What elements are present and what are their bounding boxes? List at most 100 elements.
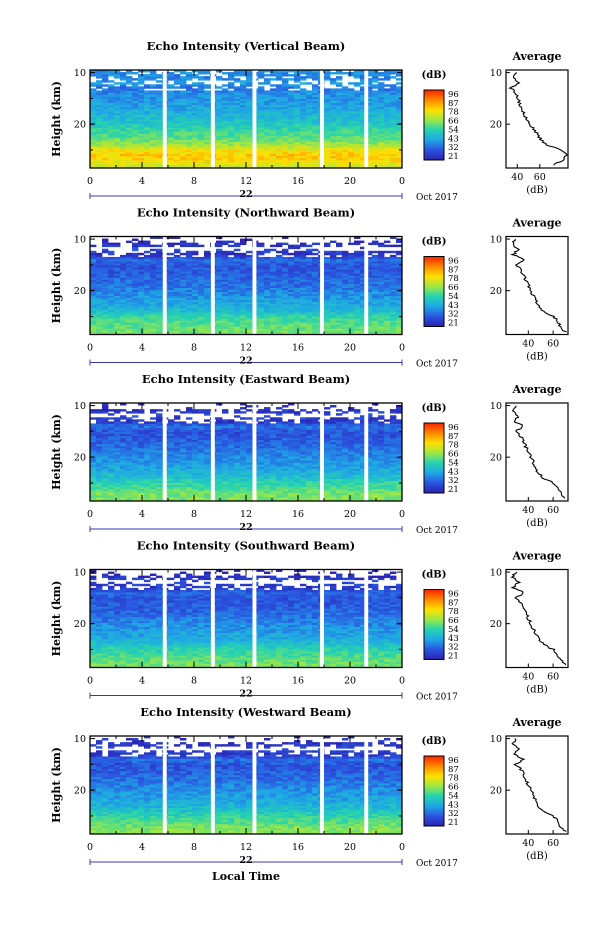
heatmap-cell: [366, 90, 373, 93]
heatmap-cell: [360, 488, 367, 492]
heatmap-cell: [150, 252, 157, 256]
heatmap-cell: [306, 155, 313, 159]
heatmap-cell: [258, 139, 265, 142]
heatmap-cell: [366, 488, 373, 492]
heatmap-cell: [360, 135, 367, 138]
heatmap-cell: [174, 287, 181, 290]
heatmap-cell: [276, 281, 283, 284]
heatmap-cell: [258, 108, 265, 112]
heatmap-cell: [132, 258, 139, 262]
heatmap-cell: [246, 301, 253, 305]
heatmap-cell: [396, 312, 403, 315]
heatmap-cell: [342, 127, 349, 130]
heatmap-cell: [294, 250, 301, 254]
heatmap-cell: [216, 281, 223, 284]
heatmap-cell: [324, 112, 331, 116]
heatmap-cell: [366, 70, 373, 73]
heatmap-cell: [108, 258, 115, 262]
heatmap-cell: [330, 102, 337, 106]
heatmap-cell: [384, 496, 391, 500]
heatmap-cell: [168, 312, 175, 315]
heatmap-cell: [234, 283, 241, 286]
heatmap-cell: [378, 289, 385, 293]
heatmap-cell: [138, 496, 145, 500]
heatmap-cell: [228, 295, 235, 299]
heatmap-cell: [276, 94, 283, 97]
heatmap-cell: [294, 301, 301, 305]
heatmap-cell: [276, 90, 283, 93]
heatmap-cell: [222, 121, 229, 124]
heatmap-cell: [156, 139, 163, 142]
heatmap-cell: [168, 137, 175, 140]
colorbar-tick-label: 96: [448, 257, 459, 267]
heatmap-cell: [168, 324, 175, 327]
heatmap-cell: [90, 102, 97, 106]
heatmap-cell: [114, 147, 121, 151]
heatmap-cell: [348, 125, 355, 128]
heatmap-cell: [150, 283, 157, 286]
heatmap-cell: [288, 287, 295, 290]
heatmap-cell: [228, 137, 235, 140]
heatmap-cell: [144, 303, 151, 307]
heatmap-cell: [390, 92, 397, 95]
heatmap-cell: [258, 143, 265, 146]
heatmap-cell: [354, 163, 361, 167]
heatmap-cell: [246, 141, 253, 144]
heatmap-cell: [300, 297, 307, 301]
heatmap-cell: [306, 287, 313, 290]
heatmap-cell: [264, 159, 271, 163]
heatmap-cell: [270, 281, 277, 284]
heatmap-cell: [96, 76, 103, 79]
heatmap-cell: [246, 275, 253, 278]
heatmap-cell: [204, 322, 211, 325]
heatmap-cell: [228, 310, 235, 313]
heatmap-cell: [360, 114, 367, 118]
heatmap-cell: [222, 303, 229, 307]
heatmap-cell: [216, 161, 223, 165]
heatmap-cell: [342, 256, 349, 260]
heatmap-cell: [366, 163, 373, 167]
heatmap-cell: [258, 307, 265, 311]
heatmap-cell: [282, 155, 289, 159]
heatmap-cell: [312, 332, 319, 335]
heatmap-cell: [90, 269, 97, 272]
heatmap-cell: [312, 316, 319, 319]
heatmap-cell: [96, 307, 103, 311]
heatmap-cell: [372, 287, 379, 290]
heatmap-cell: [222, 72, 229, 75]
heatmap-cell: [294, 92, 301, 95]
heatmap-cell: [240, 293, 247, 297]
heatmap-cell: [180, 328, 187, 331]
heatmap-cell: [222, 324, 229, 327]
heatmap-cell: [270, 289, 277, 293]
heatmap-cell: [114, 269, 121, 272]
heatmap-cell: [258, 271, 265, 274]
heatmap-cell: [330, 149, 337, 153]
heatmap-cell: [228, 102, 235, 106]
heatmap-cell: [216, 106, 223, 110]
heatmap-cell: [300, 488, 307, 492]
heatmap-cell: [204, 70, 211, 73]
heatmap-cell: [228, 320, 235, 323]
heatmap-cell: [354, 324, 361, 327]
heatmap-cell: [354, 299, 361, 303]
heatmap-cell: [258, 324, 265, 327]
heatmap-cell: [120, 98, 127, 102]
heatmap-cell: [108, 84, 115, 87]
heatmap-cell: [276, 139, 283, 142]
heatmap-cell: [174, 279, 181, 282]
heatmap-cell: [114, 137, 121, 140]
heatmap-cell: [360, 312, 367, 315]
heatmap-cell: [348, 494, 355, 498]
heatmap-cell: [180, 165, 187, 169]
heatmap-cell: [150, 254, 157, 258]
heatmap-cell: [264, 145, 271, 148]
heatmap-cell: [156, 74, 163, 77]
heatmap-cell: [330, 496, 337, 500]
heatmap-cell: [126, 258, 133, 262]
heatmap-cell: [114, 283, 121, 286]
heatmap-cell: [366, 129, 373, 132]
heatmap-cell: [312, 258, 319, 262]
heatmap-cell: [138, 314, 145, 317]
heatmap-cell: [294, 289, 301, 293]
